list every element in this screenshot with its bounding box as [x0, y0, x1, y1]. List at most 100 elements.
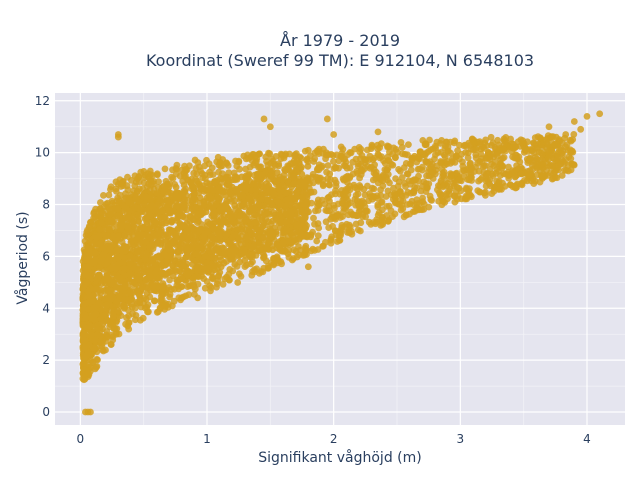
scatter-point	[125, 325, 133, 333]
scatter-point	[339, 197, 347, 204]
y-tick-label: 2	[42, 353, 50, 367]
scatter-point	[144, 170, 152, 178]
scatter-point	[180, 201, 188, 209]
scatter-point	[217, 237, 224, 245]
scatter-point	[443, 190, 450, 198]
scatter-point	[232, 157, 239, 165]
scatter-point	[108, 331, 115, 339]
x-tick-label: 1	[203, 432, 211, 446]
scatter-point-outlier	[260, 115, 268, 123]
scatter-point	[113, 221, 120, 229]
scatter-point	[256, 246, 264, 254]
scatter-point-outlier	[323, 115, 331, 123]
scatter-point	[450, 139, 458, 147]
scatter-point	[235, 252, 243, 260]
scatter-point	[242, 186, 250, 194]
scatter-point	[450, 180, 457, 187]
scatter-point	[517, 163, 525, 171]
scatter-point	[297, 230, 305, 238]
x-tick-label: 2	[330, 432, 338, 446]
scatter-point	[121, 202, 129, 210]
scatter-point	[142, 279, 150, 286]
scatter-point	[326, 181, 333, 189]
scatter-point	[217, 174, 224, 182]
scatter-point	[235, 236, 242, 244]
scatter-point	[183, 227, 191, 235]
scatter-point	[549, 174, 557, 182]
scatter-point	[310, 214, 317, 222]
scatter-point	[455, 176, 463, 184]
scatter-point	[239, 192, 247, 200]
x-axis-title: Signifikant våghöjd (m)	[258, 449, 421, 466]
scatter-point	[99, 251, 107, 258]
scatter-point	[500, 154, 508, 161]
scatter-point	[167, 268, 175, 275]
scatter-point	[208, 164, 216, 172]
scatter-point	[359, 167, 366, 175]
scatter-point	[134, 213, 142, 221]
scatter-point	[497, 172, 504, 179]
scatter-point	[174, 248, 182, 256]
scatter-point	[96, 264, 104, 272]
scatter-point	[545, 151, 553, 159]
scatter-point	[304, 146, 312, 154]
scatter-point	[288, 256, 296, 264]
scatter-point	[231, 247, 239, 255]
scatter-point	[190, 283, 198, 291]
scatter-point	[236, 258, 244, 266]
scatter-point	[102, 337, 110, 345]
scatter-point	[453, 152, 460, 160]
scatter-point	[447, 149, 454, 157]
scatter-point	[84, 369, 92, 377]
scatter-point	[106, 225, 113, 233]
scatter-point	[144, 284, 152, 292]
scatter-point	[476, 138, 484, 146]
scatter-point	[464, 154, 472, 162]
scatter-point-outlier	[304, 263, 312, 271]
scatter-point	[367, 193, 374, 201]
scatter-point	[150, 297, 158, 305]
scatter-point	[104, 287, 112, 294]
scatter-point-outlier	[87, 408, 94, 416]
scatter-point	[197, 194, 204, 202]
scatter-point	[543, 159, 551, 167]
scatter-point	[216, 158, 224, 166]
scatter-point	[220, 213, 228, 220]
scatter-point	[404, 170, 412, 178]
scatter-point	[508, 148, 516, 155]
scatter-point	[152, 269, 159, 277]
scatter-point	[268, 201, 276, 209]
scatter-point	[92, 285, 100, 293]
scatter-point	[102, 232, 109, 240]
scatter-point	[150, 217, 158, 225]
scatter-point	[180, 262, 188, 269]
scatter-point	[282, 202, 289, 210]
scatter-point	[256, 176, 264, 183]
scatter-point	[427, 196, 435, 203]
scatter-point	[448, 158, 456, 166]
scatter-point	[203, 156, 210, 164]
scatter-point	[125, 207, 133, 215]
scatter-point	[122, 320, 129, 328]
scatter-point	[502, 134, 510, 141]
scatter-point	[443, 157, 451, 165]
scatter-point	[137, 168, 145, 176]
scatter-point	[349, 158, 357, 166]
scatter-point	[518, 180, 525, 188]
scatter-point	[304, 175, 312, 182]
scatter-point	[142, 238, 150, 246]
scatter-point	[194, 266, 202, 274]
scatter-point	[211, 262, 219, 270]
scatter-point	[283, 226, 291, 234]
scatter-point	[214, 277, 222, 285]
scatter-point	[126, 252, 134, 260]
scatter-point	[198, 170, 206, 178]
scatter-point	[331, 227, 339, 235]
scatter-point	[89, 358, 97, 366]
scatter-point-outlier	[545, 123, 553, 131]
scatter-point-outlier	[596, 110, 604, 118]
scatter-point	[249, 258, 256, 266]
y-axis-title: Vågperiod (s)	[14, 211, 31, 304]
scatter-point	[215, 272, 223, 279]
scatter-point	[569, 136, 577, 143]
